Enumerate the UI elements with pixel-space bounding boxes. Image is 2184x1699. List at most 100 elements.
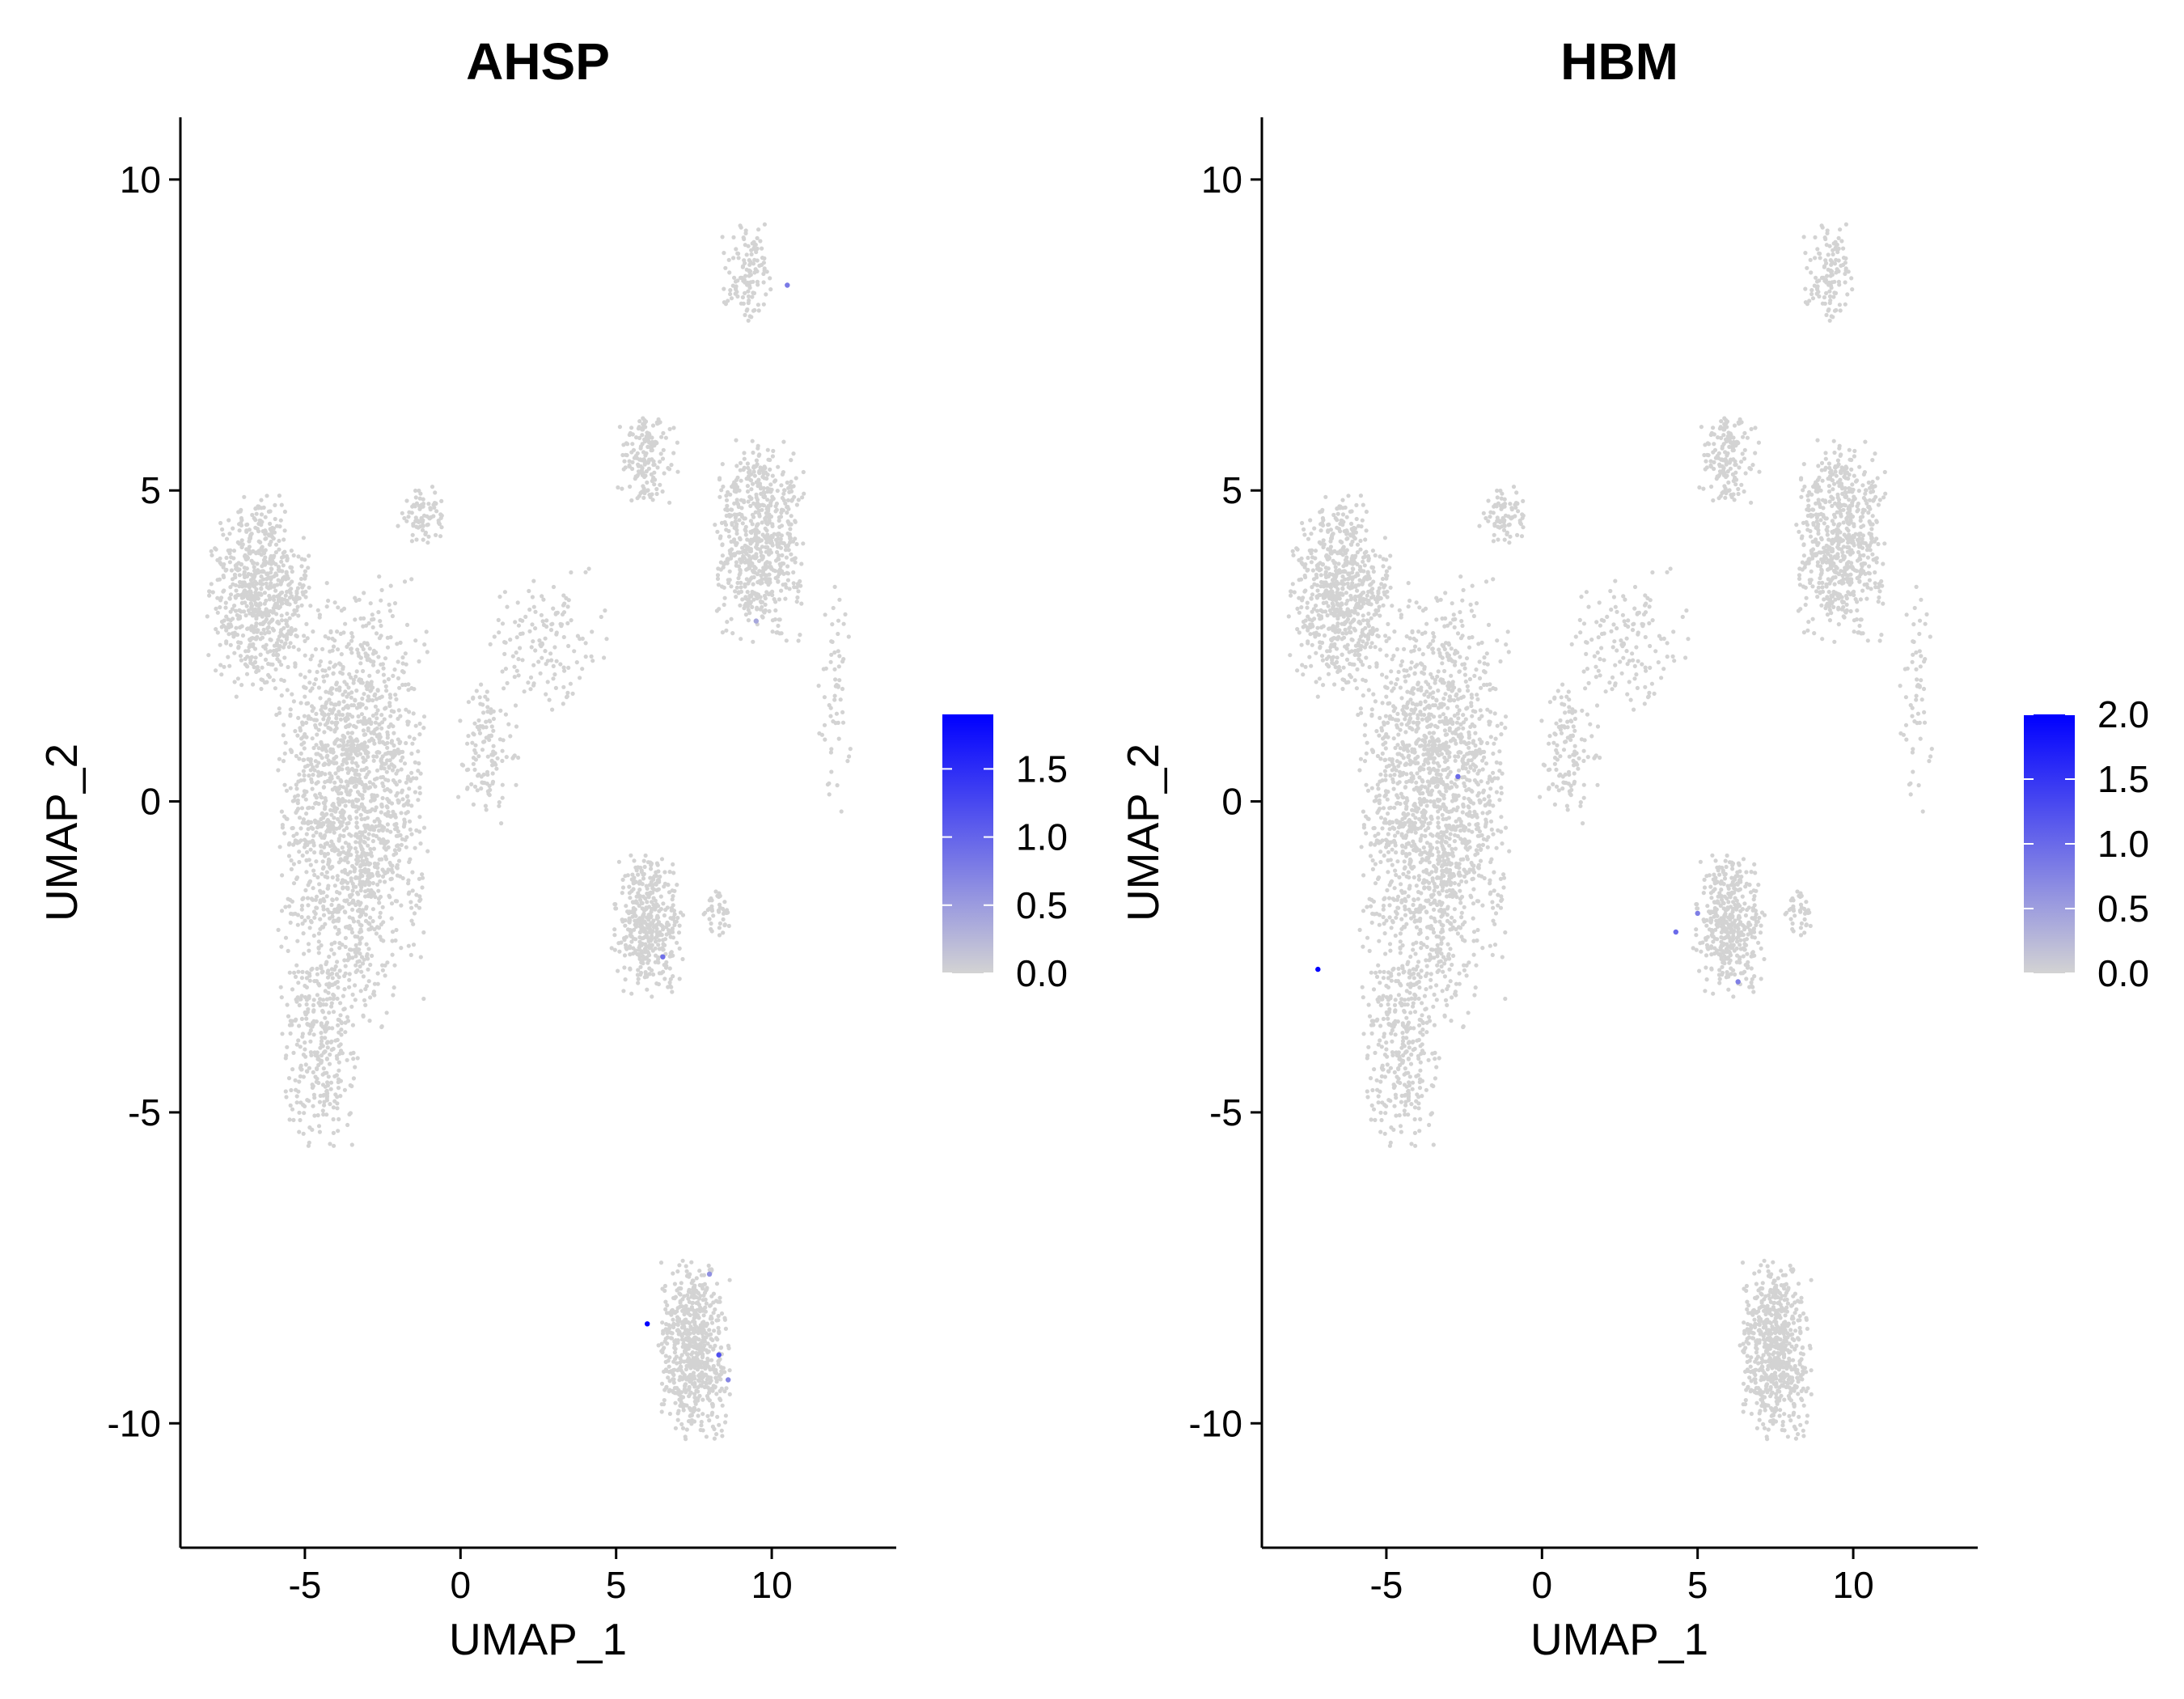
cell-point (382, 870, 387, 875)
cell-point (300, 853, 305, 858)
cell-point (631, 877, 636, 882)
cell-point (730, 522, 734, 527)
cell-point (682, 1388, 688, 1392)
cell-point (738, 568, 743, 573)
cell-point (704, 1331, 709, 1336)
cell-point (333, 918, 338, 923)
cell-point (743, 243, 747, 248)
cell-point (720, 542, 725, 547)
cell-point (366, 843, 370, 848)
cell-point (251, 595, 256, 600)
cell-point (246, 608, 251, 613)
cell-point (330, 636, 335, 642)
cell-point (340, 808, 345, 813)
cell-point (770, 494, 775, 499)
cell-point (370, 625, 375, 630)
cell-point (218, 642, 222, 647)
cell-point (308, 1023, 313, 1028)
cell-point (272, 597, 277, 603)
cell-point (278, 582, 283, 587)
cell-point (741, 235, 746, 240)
cell-point (732, 501, 737, 506)
cell-point (264, 581, 269, 587)
cell-point (244, 672, 250, 676)
cell-point (777, 631, 782, 636)
cell-point (734, 498, 739, 502)
cell-point (306, 903, 311, 908)
cell-point (370, 612, 375, 617)
cell-point (266, 613, 271, 618)
cell-point (679, 1304, 684, 1309)
cell-point (277, 659, 282, 664)
cell-point (285, 624, 290, 629)
cell-point (377, 574, 382, 579)
cell-point (322, 762, 327, 767)
cell-point (317, 791, 322, 796)
cell-point (667, 870, 672, 875)
cell-point (269, 532, 273, 537)
cell-point (742, 465, 747, 470)
cell-point (407, 510, 412, 515)
cell-point (671, 1372, 676, 1378)
cell-point (279, 618, 285, 623)
cell-point (417, 876, 422, 881)
cell-point (658, 451, 663, 456)
cell-point (636, 426, 641, 431)
cell-point (357, 677, 362, 682)
cell-point (638, 970, 644, 976)
cell-point (751, 308, 756, 313)
cell-point (332, 816, 336, 820)
cell-point (376, 896, 381, 901)
cell-point (308, 1050, 313, 1055)
cell-point (654, 981, 659, 986)
cell-point (368, 962, 373, 968)
cell-point (347, 972, 352, 977)
cell-point (409, 770, 414, 775)
cell-point (293, 794, 298, 799)
cell-point (669, 463, 674, 468)
cell-point (409, 751, 414, 756)
cell-point (357, 777, 362, 782)
cell-point (773, 537, 779, 542)
cell-point (318, 1001, 323, 1006)
cell-point (335, 980, 340, 985)
cell-point (387, 758, 392, 763)
cell-point (742, 451, 747, 455)
cell-point (328, 844, 332, 849)
cell-point (677, 946, 682, 951)
cell-point (366, 769, 371, 774)
cell-point (347, 915, 352, 920)
cell-point (643, 425, 648, 430)
cell-point (365, 816, 370, 820)
cell-point (262, 551, 267, 556)
cell-point (327, 1011, 332, 1015)
cell-point (723, 1413, 729, 1418)
cell-point (244, 594, 250, 599)
cell-point (345, 766, 349, 771)
cell-point (482, 781, 487, 786)
cell-point (297, 859, 302, 865)
cell-point (319, 773, 324, 777)
cell-point (373, 720, 378, 725)
cell-point (687, 1387, 692, 1392)
cell-point (273, 588, 278, 593)
cell-point (490, 771, 495, 776)
cell-point (616, 859, 622, 864)
cell-point (282, 655, 287, 660)
cell-point (290, 629, 294, 633)
cell-point (315, 608, 320, 612)
cell-point (732, 537, 737, 542)
cell-point (324, 673, 329, 678)
cell-point (713, 523, 717, 527)
cell-point (725, 503, 730, 508)
cell-point (721, 911, 726, 916)
cell-point (645, 987, 650, 992)
cell-point (421, 502, 426, 506)
cell-point (386, 778, 391, 783)
cell-point (684, 1336, 689, 1341)
cell-point (359, 969, 364, 974)
cell-point (421, 996, 426, 1002)
cell-point (296, 647, 301, 652)
cell-point (337, 688, 342, 693)
cell-point (260, 665, 265, 670)
